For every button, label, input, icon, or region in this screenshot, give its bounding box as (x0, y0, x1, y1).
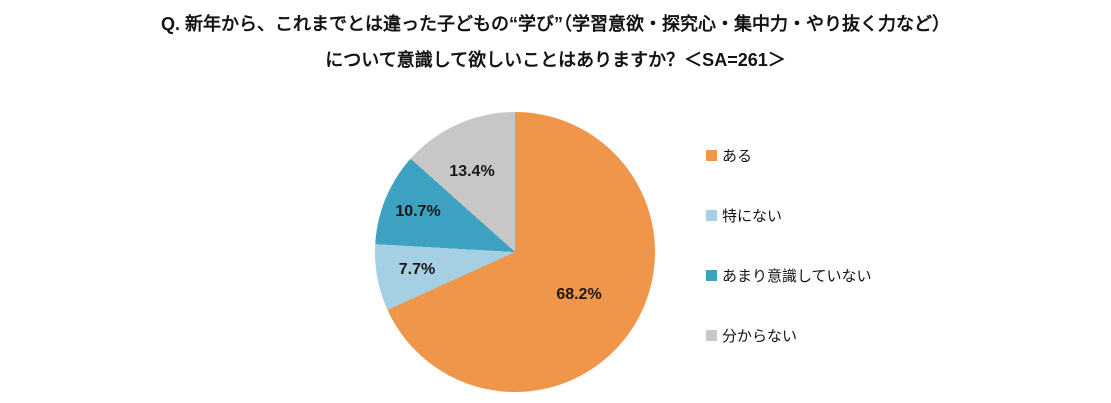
legend-swatch-icon (706, 329, 717, 341)
slice-label-aru: 68.2% (556, 286, 602, 303)
legend: ある 特にない あまり意識していない 分からない (706, 145, 872, 385)
legend-label: 特にない (722, 207, 783, 225)
legend-item-amari: あまり意識していない (706, 265, 872, 285)
pie (375, 112, 655, 392)
slice-label-wakaranai: 13.4% (449, 163, 495, 180)
chart-title-line-1: Q. 新年から、これまでとは違った子どもの“学び”（学習意欲・探究心・集中力・や… (161, 14, 950, 34)
slice-label-amari: 10.7% (395, 203, 441, 220)
legend-item-wakaranai: 分からない (706, 325, 872, 345)
legend-swatch-icon (706, 269, 717, 281)
legend-swatch-icon (706, 209, 717, 221)
chart-title-line-2: について意識して欲しいことはありますか？＜SA=261＞ (325, 50, 786, 70)
chart-title: Q. 新年から、これまでとは違った子どもの“学び”（学習意欲・探究心・集中力・や… (0, 6, 1111, 78)
legend-label: あまり意識していない (722, 267, 872, 285)
legend-item-tokuninai: 特にない (706, 205, 872, 225)
slice-label-tokuninai: 7.7% (398, 261, 436, 278)
legend-label: ある (722, 147, 753, 165)
legend-item-aru: ある (706, 145, 872, 165)
legend-swatch-icon (706, 149, 717, 161)
pie-chart: 68.2% 7.7% 10.7% 13.4% (375, 112, 655, 392)
legend-label: 分からない (722, 327, 798, 345)
